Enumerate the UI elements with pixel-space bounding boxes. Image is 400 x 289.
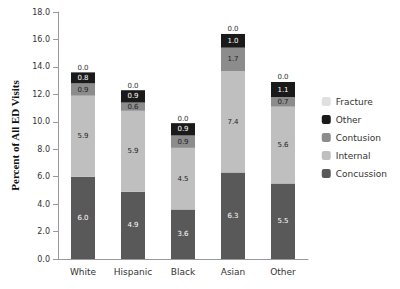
- svg-text:4.9: 4.9: [127, 221, 138, 229]
- svg-text:12.0: 12.0: [32, 90, 50, 99]
- svg-text:0.0: 0.0: [277, 73, 288, 81]
- svg-text:6.0: 6.0: [37, 172, 50, 181]
- svg-text:Fracture: Fracture: [336, 97, 373, 107]
- svg-text:Other: Other: [336, 115, 362, 125]
- svg-text:5.5: 5.5: [277, 217, 288, 225]
- svg-text:Internal: Internal: [336, 151, 371, 161]
- svg-text:Contusion: Contusion: [336, 133, 381, 143]
- svg-text:5.9: 5.9: [127, 147, 138, 155]
- svg-text:3.6: 3.6: [177, 230, 189, 238]
- svg-text:18.0: 18.0: [32, 8, 50, 17]
- svg-text:Percent of All ED Visits: Percent of All ED Visits: [9, 80, 21, 191]
- svg-text:0.9: 0.9: [77, 86, 88, 94]
- svg-text:0.6: 0.6: [127, 103, 139, 111]
- svg-text:1.0: 1.0: [227, 37, 238, 45]
- svg-text:Asian: Asian: [221, 267, 246, 277]
- svg-text:0.7: 0.7: [277, 98, 288, 106]
- svg-text:0.0: 0.0: [37, 255, 50, 264]
- svg-text:0.0: 0.0: [177, 115, 188, 123]
- svg-text:0.9: 0.9: [127, 92, 138, 100]
- svg-text:0.9: 0.9: [177, 125, 188, 133]
- svg-text:4.5: 4.5: [177, 175, 188, 183]
- svg-text:10.0: 10.0: [32, 117, 50, 126]
- svg-text:1.1: 1.1: [277, 86, 288, 94]
- svg-text:0.0: 0.0: [127, 82, 138, 90]
- svg-text:14.0: 14.0: [32, 62, 50, 71]
- svg-text:8.0: 8.0: [37, 145, 50, 154]
- svg-text:Black: Black: [171, 267, 196, 277]
- svg-text:5.6: 5.6: [277, 141, 289, 149]
- svg-text:16.0: 16.0: [32, 35, 50, 44]
- svg-text:0.0: 0.0: [77, 64, 88, 72]
- svg-text:6.3: 6.3: [227, 212, 238, 220]
- svg-text:Hispanic: Hispanic: [114, 267, 152, 277]
- svg-text:Concussion: Concussion: [336, 169, 387, 179]
- svg-text:6.0: 6.0: [77, 214, 88, 222]
- svg-text:0.0: 0.0: [227, 25, 238, 33]
- svg-text:0.8: 0.8: [77, 74, 88, 82]
- svg-text:7.4: 7.4: [227, 118, 239, 126]
- svg-text:2.0: 2.0: [37, 227, 50, 236]
- svg-text:White: White: [70, 267, 97, 277]
- svg-text:5.9: 5.9: [77, 132, 88, 140]
- svg-text:Other: Other: [270, 267, 296, 277]
- svg-text:1.7: 1.7: [227, 55, 238, 63]
- svg-text:4.0: 4.0: [37, 200, 50, 209]
- svg-text:0.9: 0.9: [177, 138, 188, 146]
